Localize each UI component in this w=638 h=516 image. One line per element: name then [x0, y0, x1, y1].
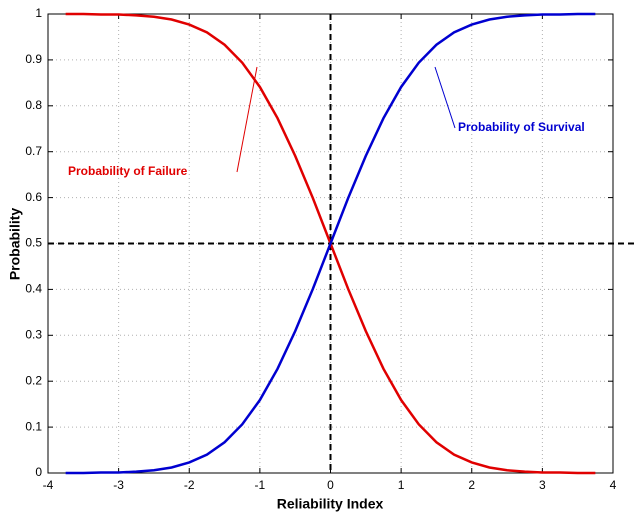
x-tick-label: -3 [113, 478, 124, 492]
y-tick-label: 0.3 [25, 327, 42, 341]
annotation-line [236, 66, 258, 173]
y-tick-label: 0.4 [25, 282, 42, 296]
x-tick-label: 0 [327, 478, 334, 492]
line-series [65, 12, 596, 475]
x-tick-label: -4 [43, 478, 54, 492]
annotation-line [434, 66, 456, 129]
x-tick-label: 1 [398, 478, 405, 492]
y-tick-label: 0.2 [25, 373, 42, 387]
x-tick-label: 3 [539, 478, 546, 492]
y-tick-label: 0.5 [25, 236, 42, 250]
y-tick-label: 0.9 [25, 52, 42, 66]
x-tick-label: -2 [184, 478, 195, 492]
x-tick-label: 4 [610, 478, 617, 492]
x-tick-label: -1 [255, 478, 266, 492]
y-tick-label: 0.6 [25, 190, 42, 204]
y-tick-label: 0.1 [25, 419, 42, 433]
x-tick-label: 2 [468, 478, 475, 492]
x-axis-label: Reliability Index [277, 496, 384, 512]
y-tick-label: 1 [35, 6, 42, 20]
series-label: Probability of Failure [68, 164, 188, 178]
y-tick-label: 0.7 [25, 144, 42, 158]
y-axis-label: Probability [7, 208, 23, 281]
series-label: Probability of Survival [458, 120, 585, 134]
y-tick-label: 0.8 [25, 98, 42, 112]
y-tick-label: 0 [35, 465, 42, 479]
